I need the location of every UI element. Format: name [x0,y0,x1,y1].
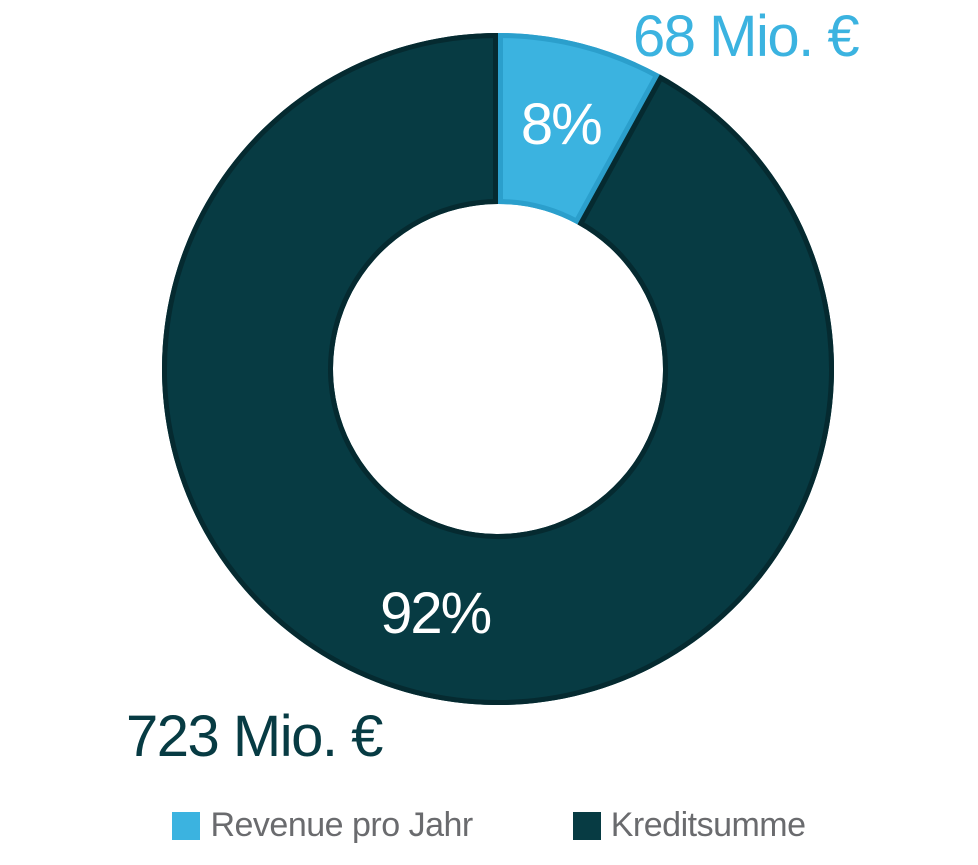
donut-slice-0 [498,33,660,225]
donut-percent-label-1: 92% [380,581,491,646]
donut-slice-1 [162,33,835,705]
legend-item-revenue-pro-jahr: Revenue pro Jahr [172,806,473,845]
value-callout-kreditsumme: 723 Mio. € [126,704,383,769]
legend-swatch-kreditsumme [572,811,601,840]
legend-label-kreditsumme: Kreditsumme [610,806,806,844]
legend-swatch-revenue [172,811,201,840]
value-callout-revenue: 68 Mio. € [633,4,860,69]
donut-chart-svg: 8% 92% [162,33,835,705]
legend-item-kreditsumme: Kreditsumme [572,806,806,845]
donut-percent-label-0: 8% [521,92,601,157]
legend-label-revenue: Revenue pro Jahr [210,806,473,844]
chart-legend: Revenue pro Jahr Kreditsumme [0,806,978,845]
